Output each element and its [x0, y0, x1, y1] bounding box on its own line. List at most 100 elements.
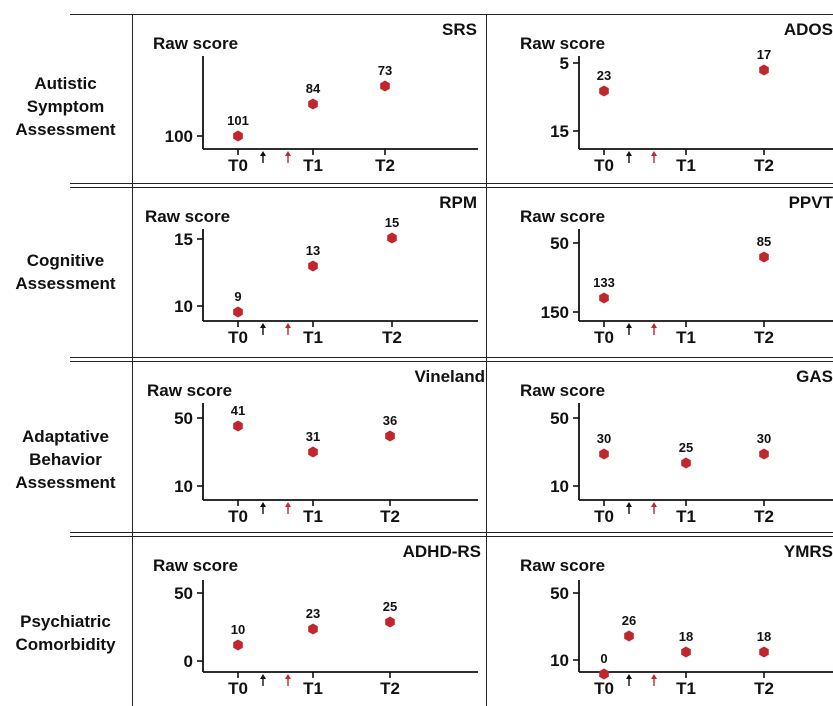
- data-point: [308, 623, 318, 635]
- data-point: [599, 85, 609, 97]
- data-label: 0: [600, 651, 607, 666]
- arrow-black-icon-head: [626, 502, 632, 507]
- data-point: [759, 646, 769, 658]
- row-label-text: Psychiatric Comorbidity: [15, 612, 116, 654]
- y-tick-label: 150: [541, 303, 569, 322]
- arrow-red-icon-head: [285, 151, 291, 156]
- row-label-adaptive: Adaptative Behavior Assessment: [0, 425, 131, 494]
- data-point: [233, 639, 243, 651]
- y-tick-label: 50: [550, 234, 569, 253]
- y-tick-label: 50: [174, 584, 193, 603]
- y-tick-label: 10: [550, 477, 569, 496]
- chart-adhd-rs: ADHD-RS Raw score 50 0 T0 T1 T2 10 23 25: [153, 542, 481, 698]
- x-tick-label-t1: T1: [303, 156, 323, 175]
- y-axis-label: Raw score: [153, 556, 238, 575]
- data-point: [233, 420, 243, 432]
- row-divider: [70, 183, 833, 188]
- data-label: 73: [378, 63, 392, 78]
- data-label: 23: [306, 606, 320, 621]
- arrow-red-icon-head: [651, 674, 657, 679]
- row-label-text: Autistic Symptom Assessment: [15, 74, 116, 139]
- x-tick-label-t1: T1: [303, 679, 323, 698]
- y-axis-label: Raw score: [520, 556, 605, 575]
- y-tick-label: 0: [184, 652, 193, 671]
- row-label-psychiatric: Psychiatric Comorbidity: [0, 610, 131, 656]
- row-divider: [70, 532, 833, 537]
- data-label: 18: [757, 629, 771, 644]
- x-tick-label-t1: T1: [303, 507, 323, 526]
- y-tick-label: 50: [550, 409, 569, 428]
- data-label: 10: [231, 622, 245, 637]
- data-point: [599, 292, 609, 304]
- row-label-autistic: Autistic Symptom Assessment: [0, 72, 131, 141]
- data-label: 31: [306, 429, 320, 444]
- x-tick-label-t1: T1: [676, 507, 696, 526]
- arrow-black-icon-head: [626, 151, 632, 156]
- x-tick-label-t0: T0: [594, 679, 614, 698]
- x-tick-label-t1: T1: [303, 328, 323, 347]
- data-point: [385, 616, 395, 628]
- top-rule: [70, 14, 833, 15]
- x-tick-label-t1: T1: [676, 679, 696, 698]
- y-axis-label: Raw score: [147, 381, 232, 400]
- data-label: 23: [597, 68, 611, 83]
- data-point: [599, 448, 609, 460]
- row-label-text: Adaptative Behavior Assessment: [15, 427, 116, 492]
- x-tick-label-t0: T0: [594, 507, 614, 526]
- chart-title: ADOS: [784, 20, 833, 39]
- y-axis-label: Raw score: [520, 207, 605, 226]
- y-tick-label: 50: [550, 584, 569, 603]
- data-label: 133: [593, 275, 615, 290]
- data-point: [599, 668, 609, 680]
- arrow-black-icon-head: [626, 323, 632, 328]
- x-tick-label-t2: T2: [382, 328, 402, 347]
- data-point: [233, 306, 243, 318]
- arrow-red-icon-head: [651, 151, 657, 156]
- x-tick-label-t1: T1: [676, 328, 696, 347]
- chart-title: ADHD-RS: [403, 542, 481, 561]
- data-label: 13: [306, 243, 320, 258]
- chart-srs: SRS Raw score 100 T0 T1 T2 101 84 73: [153, 20, 478, 175]
- arrow-red-icon-head: [651, 502, 657, 507]
- chart-title: GAS: [796, 367, 833, 386]
- chart-title: YMRS: [784, 542, 833, 561]
- chart-gas: GAS Raw score 50 10 T0 T1 T2 30 25 30: [520, 367, 833, 526]
- y-axis-label: Raw score: [520, 381, 605, 400]
- x-tick-label-t2: T2: [380, 679, 400, 698]
- data-point: [308, 446, 318, 458]
- data-point: [759, 448, 769, 460]
- chart-ppvt: PPVT Raw score 50 150 T0 T1 T2 133 85: [520, 193, 833, 347]
- arrow-red-icon-head: [285, 502, 291, 507]
- y-axis-label: Raw score: [520, 34, 605, 53]
- label-column-divider: [132, 14, 133, 706]
- data-label: 18: [679, 629, 693, 644]
- chart-title: Vineland: [414, 367, 485, 386]
- y-tick-label: 50: [174, 409, 193, 428]
- data-label: 17: [757, 47, 771, 62]
- chart-vineland: Vineland Raw score 50 10 T0 T1 T2 41 31 36: [147, 367, 485, 526]
- y-tick-label: 10: [550, 651, 569, 670]
- x-tick-label-t2: T2: [754, 156, 774, 175]
- data-label: 101: [227, 113, 249, 128]
- data-point: [759, 64, 769, 76]
- arrow-black-icon-head: [260, 151, 266, 156]
- arrow-black-icon-head: [260, 502, 266, 507]
- x-tick-label-t0: T0: [228, 507, 248, 526]
- y-axis-label: Raw score: [153, 34, 238, 53]
- x-tick-label-t0: T0: [594, 328, 614, 347]
- x-tick-label-t2: T2: [380, 507, 400, 526]
- x-tick-label-t2: T2: [375, 156, 395, 175]
- y-tick-label: 10: [174, 297, 193, 316]
- data-point: [387, 232, 397, 244]
- y-tick-label: 100: [165, 127, 193, 146]
- data-label: 26: [622, 613, 636, 628]
- data-label: 85: [757, 234, 771, 249]
- arrow-black-icon-head: [260, 674, 266, 679]
- arrow-red-icon-head: [285, 323, 291, 328]
- arrow-red-icon-head: [285, 674, 291, 679]
- y-tick-label: 10: [174, 477, 193, 496]
- x-tick-label-t2: T2: [754, 328, 774, 347]
- row-label-text: Cognitive Assessment: [15, 251, 116, 293]
- data-point: [380, 80, 390, 92]
